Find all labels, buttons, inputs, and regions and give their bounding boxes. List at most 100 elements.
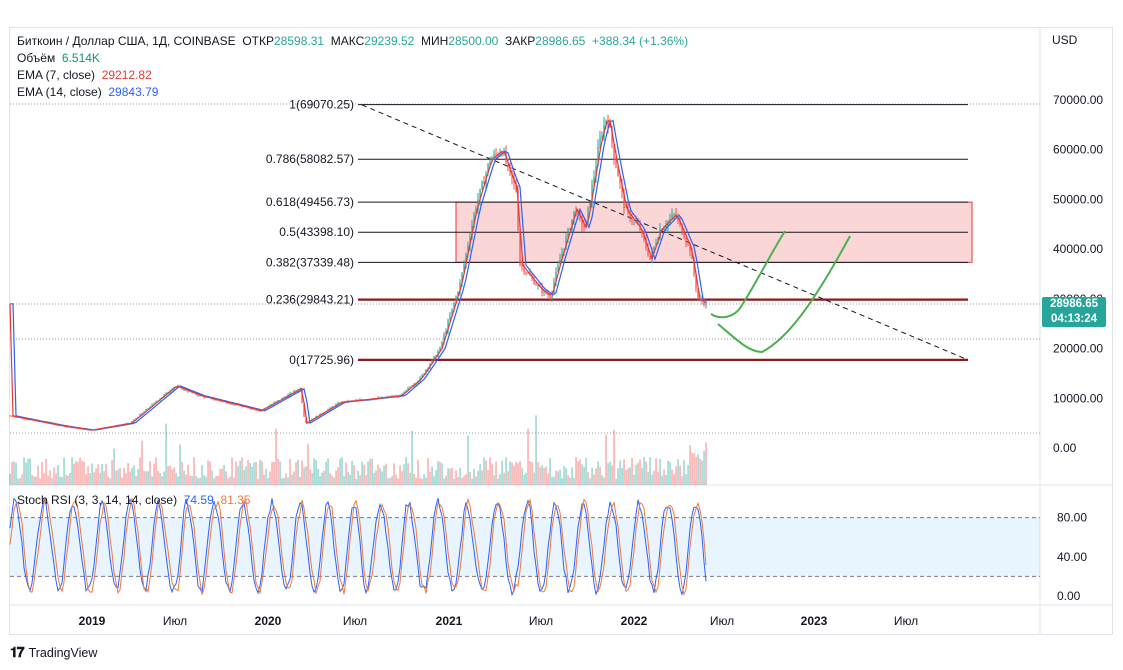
candle-body — [473, 213, 475, 226]
volume-bar — [37, 465, 39, 485]
candle-body — [421, 374, 423, 378]
volume-bar — [215, 475, 217, 485]
volume-bar — [33, 476, 35, 485]
stoch-k-value: 74.59 — [183, 493, 214, 507]
volume-bar — [349, 474, 351, 485]
volume-bar — [19, 478, 21, 485]
volume-bar — [127, 463, 129, 485]
volume-bar — [495, 461, 497, 485]
candle-body — [153, 402, 155, 405]
candle-body — [255, 409, 257, 411]
candle-body — [543, 290, 545, 293]
candle-body — [215, 399, 217, 401]
volume-bar — [15, 462, 17, 485]
volume-bar — [175, 472, 177, 485]
volume-bar — [669, 462, 671, 485]
volume-bar — [55, 473, 57, 485]
volume-bar — [185, 474, 187, 485]
candle-body — [479, 188, 481, 200]
time-tick: Июл — [710, 614, 734, 628]
volume-bar — [629, 467, 631, 485]
volume-bar — [265, 468, 267, 485]
candle-body — [337, 402, 339, 405]
volume-bar — [191, 476, 193, 485]
candle-body — [29, 419, 31, 421]
volume-bar — [387, 478, 389, 485]
price-tick: 20000.00 — [1053, 342, 1103, 356]
candle-body — [65, 426, 67, 428]
volume-bar — [429, 471, 431, 485]
candle-body — [683, 233, 685, 239]
volume-bar — [347, 472, 349, 485]
candle-body — [403, 391, 405, 394]
volume-bar — [663, 469, 665, 485]
volume-bar — [439, 462, 441, 485]
volume-bar — [151, 476, 153, 485]
volume-bar — [275, 428, 277, 485]
volume-bar — [457, 477, 459, 485]
candle-body — [527, 273, 529, 275]
volume-bar — [267, 478, 269, 485]
fib-level-label: 0.786(58082.57) — [266, 152, 354, 166]
volume-bar — [187, 464, 189, 485]
volume-bar — [71, 457, 73, 485]
high-value: 29239.52 — [364, 34, 415, 48]
volume-bar — [271, 461, 273, 485]
volume-bar — [91, 463, 93, 485]
volume-bar — [115, 470, 117, 485]
fibonacci-retracement[interactable]: 1(69070.25) 0.786(58082.57) 0.618(49456.73… — [266, 98, 968, 367]
volume-bar — [209, 461, 211, 485]
tradingview-logo-icon[interactable]: 𝟏𝟕 — [10, 644, 25, 660]
volume-bar — [543, 468, 545, 485]
time-tick: Июл — [894, 614, 918, 628]
close-label: ЗАКР — [505, 34, 536, 48]
brand-name[interactable]: TradingView — [28, 645, 98, 660]
volume-bar — [167, 466, 169, 485]
volume-bar — [17, 478, 19, 485]
price-axis[interactable]: 70000.0060000.0050000.0040000.0030000.00… — [1053, 93, 1103, 603]
projection-path-long[interactable] — [717, 235, 851, 354]
volume-bar — [263, 474, 265, 485]
volume-bar — [53, 467, 55, 485]
ema7-line — [9, 119, 707, 431]
volume-bar — [701, 460, 703, 485]
time-tick: 2023 — [801, 614, 828, 628]
time-axis[interactable]: 2019 Июл 2020 Июл 2021 Июл 2022 Июл 2023 Июл — [79, 614, 919, 628]
volume-bar — [163, 471, 165, 485]
time-tick: Июл — [163, 614, 187, 628]
candle-body — [27, 419, 29, 421]
volume-bar — [255, 462, 257, 485]
volume-bar — [401, 471, 403, 485]
projection-path-short[interactable] — [710, 230, 786, 319]
volume-bar — [547, 473, 549, 485]
stoch-label: Stoch RSI (3, 3, 14, 14, close) — [17, 493, 178, 507]
volume-bar — [693, 453, 695, 485]
volume-bar — [529, 461, 531, 485]
stoch-rsi-pane — [9, 497, 1040, 597]
volume-bar — [73, 463, 75, 485]
volume-bar — [627, 468, 629, 485]
candle-body — [423, 373, 425, 375]
volume-bar — [195, 475, 197, 485]
candle-body — [633, 220, 635, 222]
volume-bar — [147, 471, 149, 485]
volume-bar — [477, 470, 479, 485]
volume-bar — [463, 475, 465, 485]
candle-body — [275, 401, 277, 403]
volume-bar — [471, 478, 473, 485]
candle-body — [227, 403, 229, 405]
time-tick: 2019 — [79, 614, 106, 628]
volume-bar — [553, 476, 555, 485]
volume-bar — [41, 462, 43, 485]
volume-bar — [35, 476, 37, 485]
stoch-d-value: 81.35 — [220, 493, 251, 507]
descending-trendline[interactable] — [361, 104, 969, 361]
volume-bar — [501, 460, 503, 485]
candle-body — [71, 427, 73, 429]
volume-bar — [353, 465, 355, 485]
volume-bar — [595, 468, 597, 485]
volume-bar — [207, 460, 209, 485]
volume-bar — [409, 472, 411, 485]
volume-bar — [325, 461, 327, 485]
